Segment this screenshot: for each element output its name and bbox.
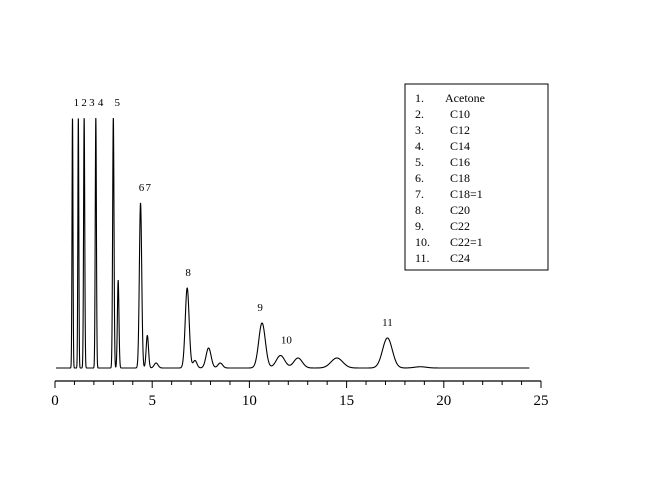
peak-label: 1 [74, 97, 80, 109]
legend-entry: C22 [450, 219, 470, 233]
legend-entry: C10 [450, 107, 470, 121]
legend-number: 1. [415, 91, 424, 105]
peak-label: 8 [185, 267, 191, 279]
x-tick-label: 20 [436, 393, 451, 409]
legend-number: 9. [415, 219, 424, 233]
legend-number: 2. [415, 107, 424, 121]
legend-entry: C20 [450, 203, 470, 217]
peak-label: 6 [139, 182, 145, 194]
legend-entry: Acetone [445, 91, 485, 105]
legend-entry: C12 [450, 123, 470, 137]
x-tick-label: 10 [242, 393, 257, 409]
legend-entry: C18=1 [450, 187, 483, 201]
legend-entry: C18 [450, 171, 470, 185]
legend: 1. Acetone 2. C10 3. C12 4. C14 5. C16 6. C18 7. C18=… [404, 83, 549, 271]
peak-label: 5 [114, 97, 120, 109]
legend-number: 4. [415, 139, 424, 153]
peak-label: 9 [257, 302, 263, 314]
legend-number: 7. [415, 187, 424, 201]
x-tick-label: 15 [339, 393, 354, 409]
legend-entry: C14 [450, 139, 470, 153]
x-tick-label: 25 [534, 393, 549, 409]
chromatogram-trace [55, 117, 530, 369]
legend-box [404, 83, 549, 271]
x-tick-label: 5 [148, 393, 156, 409]
legend-number: 11. [415, 251, 430, 265]
peak-label: 3 [89, 97, 95, 109]
legend-entry: C24 [450, 251, 470, 265]
peak-labels: 1 2 3 4 5 6 7 8 9 10 11 [74, 97, 393, 346]
legend-number: 3. [415, 123, 424, 137]
trace-layer [55, 117, 530, 369]
legend-number: 8. [415, 203, 424, 217]
x-tick-label: 0 [51, 393, 59, 409]
peak-label: 2 [81, 97, 87, 109]
legend-entry: C16 [450, 155, 470, 169]
peak-label: 7 [146, 182, 152, 194]
legend-number: 6. [415, 171, 424, 185]
legend-number: 10. [415, 235, 430, 249]
peak-label: 11 [382, 317, 393, 329]
legend-entry: C22=1 [450, 235, 483, 249]
x-axis: 0 5 10 15 20 25 [51, 380, 549, 409]
peak-label: 4 [98, 97, 104, 109]
peak-label: 10 [281, 334, 293, 346]
legend-number: 5. [415, 155, 424, 169]
